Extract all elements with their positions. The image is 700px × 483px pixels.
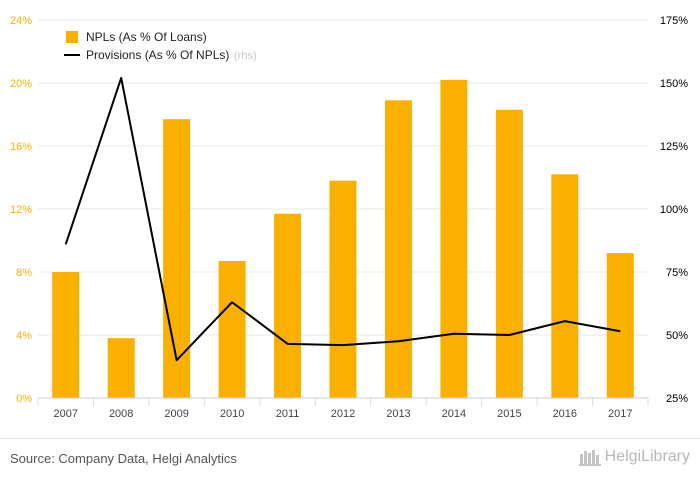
bar-npl-2015: [495, 109, 523, 399]
right-axis-tick-label: 175%: [660, 15, 688, 27]
x-tick-label: 2008: [109, 408, 133, 420]
right-axis-tick-label: 125%: [660, 141, 688, 153]
brand-name: HelgiLibrary: [604, 448, 690, 465]
x-tick-label: 2007: [53, 408, 77, 420]
x-tick-label: 2009: [164, 408, 188, 420]
library-icon: [578, 450, 601, 466]
source-note: Source: Company Data, Helgi Analytics: [10, 451, 237, 466]
bar-npl-2013: [384, 100, 412, 398]
x-tick-label: 2017: [608, 408, 632, 420]
right-axis-tick-label: 75%: [666, 267, 688, 279]
right-axis-tick-label: 100%: [660, 204, 688, 216]
bar-npl-2011: [274, 213, 302, 398]
x-tick-label: 2010: [220, 408, 244, 420]
bar-npl-2014: [440, 79, 468, 398]
right-axis-tick-label: 25%: [666, 393, 688, 405]
chart-canvas: 0% 4% 8% 12% 16% 20% 24% 25% 50% 75% 100% 125% 150% 1…: [10, 15, 688, 420]
left-axis-tick-label: 0%: [16, 393, 32, 405]
left-axis-tick-label: 4%: [16, 330, 32, 342]
bar-npl-2012: [329, 180, 357, 398]
x-tick-label: 2014: [442, 408, 466, 420]
left-axis-tick-label: 20%: [10, 78, 32, 90]
brand-logo[interactable]: HelgiLibrary: [578, 448, 690, 466]
x-tick-label: 2012: [331, 408, 355, 420]
bar-npl-2010: [218, 260, 246, 398]
left-axis-tick-label: 24%: [10, 15, 32, 27]
legend-label-npl: NPLs (As % Of Loans): [86, 30, 207, 44]
right-axis-tick-label: 150%: [660, 78, 688, 90]
right-axis-tick-label: 50%: [666, 330, 688, 342]
x-tick-label: 2016: [553, 408, 577, 420]
footer-divider: [0, 438, 700, 439]
bar-npl-2017: [606, 253, 634, 398]
x-tick-label: 2015: [497, 408, 521, 420]
left-axis-tick-label: 16%: [10, 141, 32, 153]
bar-npl-2016: [551, 174, 579, 398]
legend-swatch-npl: [66, 31, 78, 43]
legend-label-provisions: Provisions (As % Of NPLs): [86, 48, 229, 62]
x-tick-label: 2013: [386, 408, 410, 420]
legend-label-rhs: (rhs): [234, 50, 257, 62]
x-tick-label: 2011: [276, 408, 300, 420]
left-axis-tick-label: 12%: [10, 204, 32, 216]
bar-npl-2007: [52, 272, 80, 398]
bar-npl-2008: [107, 338, 135, 398]
left-axis-tick-label: 8%: [16, 267, 32, 279]
